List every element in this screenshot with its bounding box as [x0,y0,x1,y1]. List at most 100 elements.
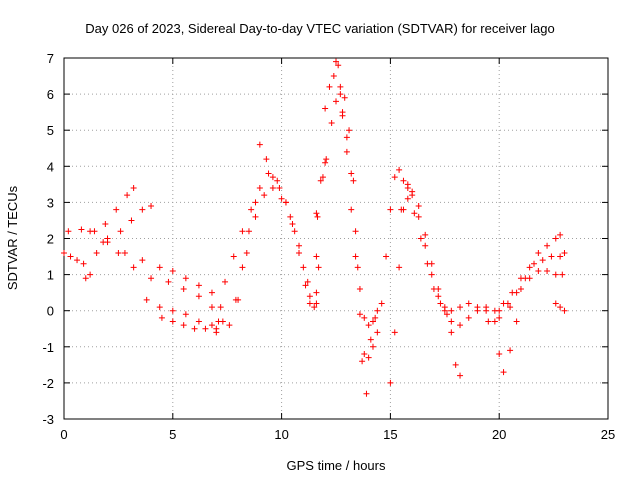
data-point [367,336,374,343]
data-point [248,206,255,213]
data-point [396,166,403,173]
data-point [552,235,559,242]
data-point [457,304,464,311]
data-point [354,264,361,271]
data-point [156,264,163,271]
data-point [561,307,568,314]
x-tick-label: 5 [169,427,176,442]
data-point [323,156,330,163]
data-point [409,188,416,195]
data-point [448,307,455,314]
data-point [415,203,422,210]
data-point [365,322,372,329]
data-point [128,217,135,224]
data-point [424,260,431,267]
data-point [359,358,366,365]
data-point [182,311,189,318]
data-point [289,221,296,228]
series-track-p [378,166,464,379]
data-point [148,275,155,282]
data-point [561,249,568,256]
data-point [441,304,448,311]
data-point [317,177,324,184]
series-track-u [485,267,566,325]
series-track-s [448,304,520,376]
data-point [374,307,381,314]
data-point [422,231,429,238]
data-point [256,184,263,191]
data-point [121,249,128,256]
data-point [333,58,339,65]
data-point [356,311,363,318]
data-point [552,271,559,278]
x-tick-label: 20 [492,427,506,442]
data-point [361,314,368,321]
series-track-g [158,314,220,332]
series-track-n [328,83,379,397]
data-point [348,206,355,213]
data-point [513,289,520,296]
data-point [165,278,172,285]
data-point [337,83,344,90]
data-point [93,249,100,256]
data-point [74,257,81,264]
data-point [352,253,359,260]
data-point [61,249,67,256]
data-point [213,325,220,332]
y-tick-label: -1 [42,340,54,355]
data-point [330,73,337,80]
y-axis-label: SDTVAR / TECUs [5,185,20,290]
data-point [507,347,514,354]
x-tick-label: 15 [383,427,397,442]
data-point [302,282,309,289]
y-axis-tick-labels: -3 -2 -1 0 1 2 3 4 5 6 7 [42,51,54,427]
data-point [256,141,263,148]
data-point [535,267,542,274]
data-point [513,318,520,325]
data-point [230,253,237,260]
data-point [339,112,346,119]
data-point [457,322,464,329]
data-point [485,318,492,325]
data-point [552,300,559,307]
data-point [539,257,546,264]
data-point [239,228,246,235]
data-point [158,314,165,321]
data-point [372,314,379,321]
data-point [269,184,276,191]
data-point [282,199,289,206]
data-point [78,226,85,233]
data-point [557,304,564,311]
data-point [319,174,326,181]
data-point [322,159,329,166]
data-point [261,192,268,199]
data-point [387,206,394,213]
x-tick-label: 25 [601,427,615,442]
data-point [269,174,276,181]
data-point [548,253,555,260]
data-point [314,213,321,220]
data-point [313,300,320,307]
series-track-w [552,300,568,314]
data-point [496,307,503,314]
y-tick-label: 0 [47,304,54,319]
data-point [352,228,359,235]
y-tick-label: -2 [42,376,54,391]
data-point [374,329,381,336]
data-point [504,300,511,307]
data-point [369,318,376,325]
data-point [80,260,87,267]
data-point [124,192,131,199]
data-point [130,184,137,191]
series-track-k [313,210,322,271]
series-track-b [65,184,137,235]
series-track-o [339,112,381,329]
data-point [274,177,281,184]
data-point [276,184,283,191]
data-point [296,249,303,256]
data-point [544,267,551,274]
y-tick-label: 2 [47,232,54,247]
data-point [239,264,246,271]
data-point [559,271,566,278]
